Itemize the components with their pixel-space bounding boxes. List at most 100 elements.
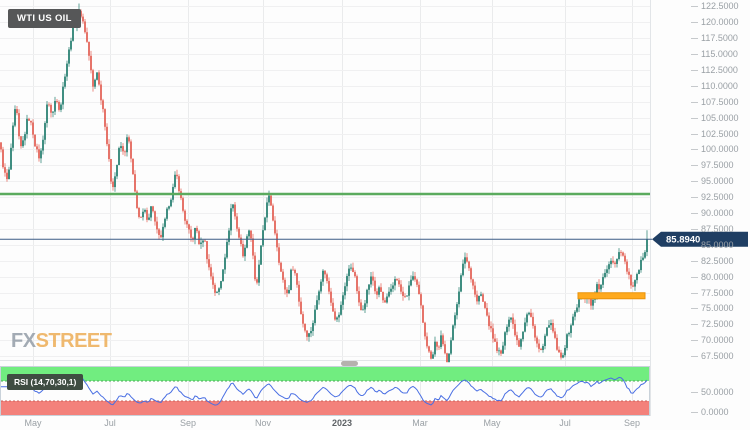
- candle-body: [8, 169, 10, 180]
- candle-body: [328, 281, 330, 292]
- candle-body: [26, 118, 28, 135]
- candle-body: [592, 299, 594, 306]
- candle-body: [396, 279, 398, 281]
- candle-body: [154, 211, 156, 222]
- candle-body: [252, 238, 254, 256]
- candle-body: [276, 233, 278, 248]
- candle-body: [384, 300, 386, 303]
- candle-body: [170, 199, 172, 207]
- price-axis-label: 110.0000: [701, 81, 738, 91]
- time-axis-label: Jul: [559, 418, 571, 428]
- candle-body: [62, 86, 64, 105]
- price-axis-label: 122.5000: [701, 1, 739, 11]
- candle-body: [466, 257, 468, 262]
- candle-body: [536, 337, 538, 344]
- pane-divider-handle[interactable]: [341, 361, 358, 366]
- candle-body: [646, 239, 648, 253]
- candle-body: [318, 291, 320, 301]
- candle-body: [434, 341, 436, 355]
- watermark-street: STREET: [35, 330, 112, 352]
- candle-body: [508, 319, 510, 327]
- support-zone-orange[interactable]: [577, 292, 646, 300]
- candle-body: [300, 301, 302, 315]
- candle-body: [4, 167, 6, 173]
- candle-body: [86, 32, 88, 42]
- candle-body: [298, 284, 300, 302]
- candle-body: [54, 101, 56, 112]
- candle-body: [562, 355, 564, 358]
- candle-body: [480, 294, 482, 296]
- candle-body: [460, 275, 462, 292]
- candle-body: [566, 334, 568, 348]
- candle-body: [492, 328, 494, 339]
- candle-body: [538, 343, 540, 349]
- candle-body: [82, 16, 84, 22]
- candle-body: [220, 281, 222, 289]
- candle-body: [38, 149, 40, 159]
- candle-body: [242, 244, 244, 257]
- candle-body: [366, 289, 368, 304]
- price-axis-label: 72.5000: [701, 319, 734, 329]
- candle-body: [626, 261, 628, 272]
- candle-body: [280, 262, 282, 272]
- price-axis-label: 75.0000: [701, 303, 734, 313]
- symbol-badge[interactable]: WTI US OIL: [8, 9, 81, 28]
- candle-body: [634, 280, 636, 287]
- candle-body: [254, 255, 256, 280]
- candle-body: [92, 70, 94, 87]
- candle-body: [416, 279, 418, 285]
- candle-body: [234, 204, 236, 217]
- candle-body: [222, 269, 224, 282]
- candle-body: [386, 296, 388, 303]
- candle-body: [0, 142, 2, 150]
- rsi-indicator-badge[interactable]: RSI (14,70,30,1): [7, 374, 84, 390]
- candle-body: [494, 338, 496, 342]
- rsi-overbought-band: [1, 367, 649, 381]
- candle-body: [196, 227, 198, 232]
- candle-body: [376, 291, 378, 295]
- candle-body: [348, 268, 350, 277]
- candle-body: [578, 299, 580, 308]
- candle-body: [564, 347, 566, 356]
- candle-body: [406, 295, 408, 297]
- price-axis-label: 77.5000: [701, 288, 734, 298]
- candle-body: [572, 316, 574, 326]
- rsi-axis-label: 0.0000: [701, 406, 729, 417]
- candle-body: [642, 257, 644, 260]
- candle-body: [212, 276, 214, 285]
- candle-body: [238, 228, 240, 238]
- price-axis-label: 120.0000: [701, 17, 739, 27]
- candle-body: [426, 336, 428, 347]
- time-axis-label: Sep: [179, 418, 197, 428]
- candle-body: [556, 337, 558, 350]
- candle-body: [512, 317, 514, 324]
- candle-body: [60, 104, 62, 110]
- candle-body: [146, 210, 148, 220]
- candle-body: [118, 148, 120, 165]
- candle-body: [510, 317, 512, 320]
- candle-body: [200, 242, 202, 245]
- candle-body: [18, 113, 20, 137]
- candle-body: [632, 285, 634, 287]
- candle-body: [272, 205, 274, 221]
- price-axis-label: 107.5000: [701, 97, 739, 107]
- candle-body: [576, 307, 578, 312]
- candle-body: [164, 218, 166, 227]
- candle-body: [302, 314, 304, 324]
- candle-body: [48, 104, 50, 106]
- candle-body: [134, 174, 136, 192]
- candle-body: [228, 230, 230, 242]
- candle-body: [456, 304, 458, 316]
- candle-body: [90, 55, 92, 71]
- candle-body: [414, 276, 416, 280]
- candle-body: [402, 291, 404, 296]
- candle-body: [444, 344, 446, 354]
- candle-body: [520, 339, 522, 347]
- time-axis-label: May: [24, 418, 42, 428]
- candle-body: [618, 252, 620, 260]
- price-axis-label: 85.0000: [701, 240, 734, 250]
- candle-body: [620, 252, 622, 253]
- candle-body: [186, 220, 188, 225]
- candle-body: [202, 240, 204, 243]
